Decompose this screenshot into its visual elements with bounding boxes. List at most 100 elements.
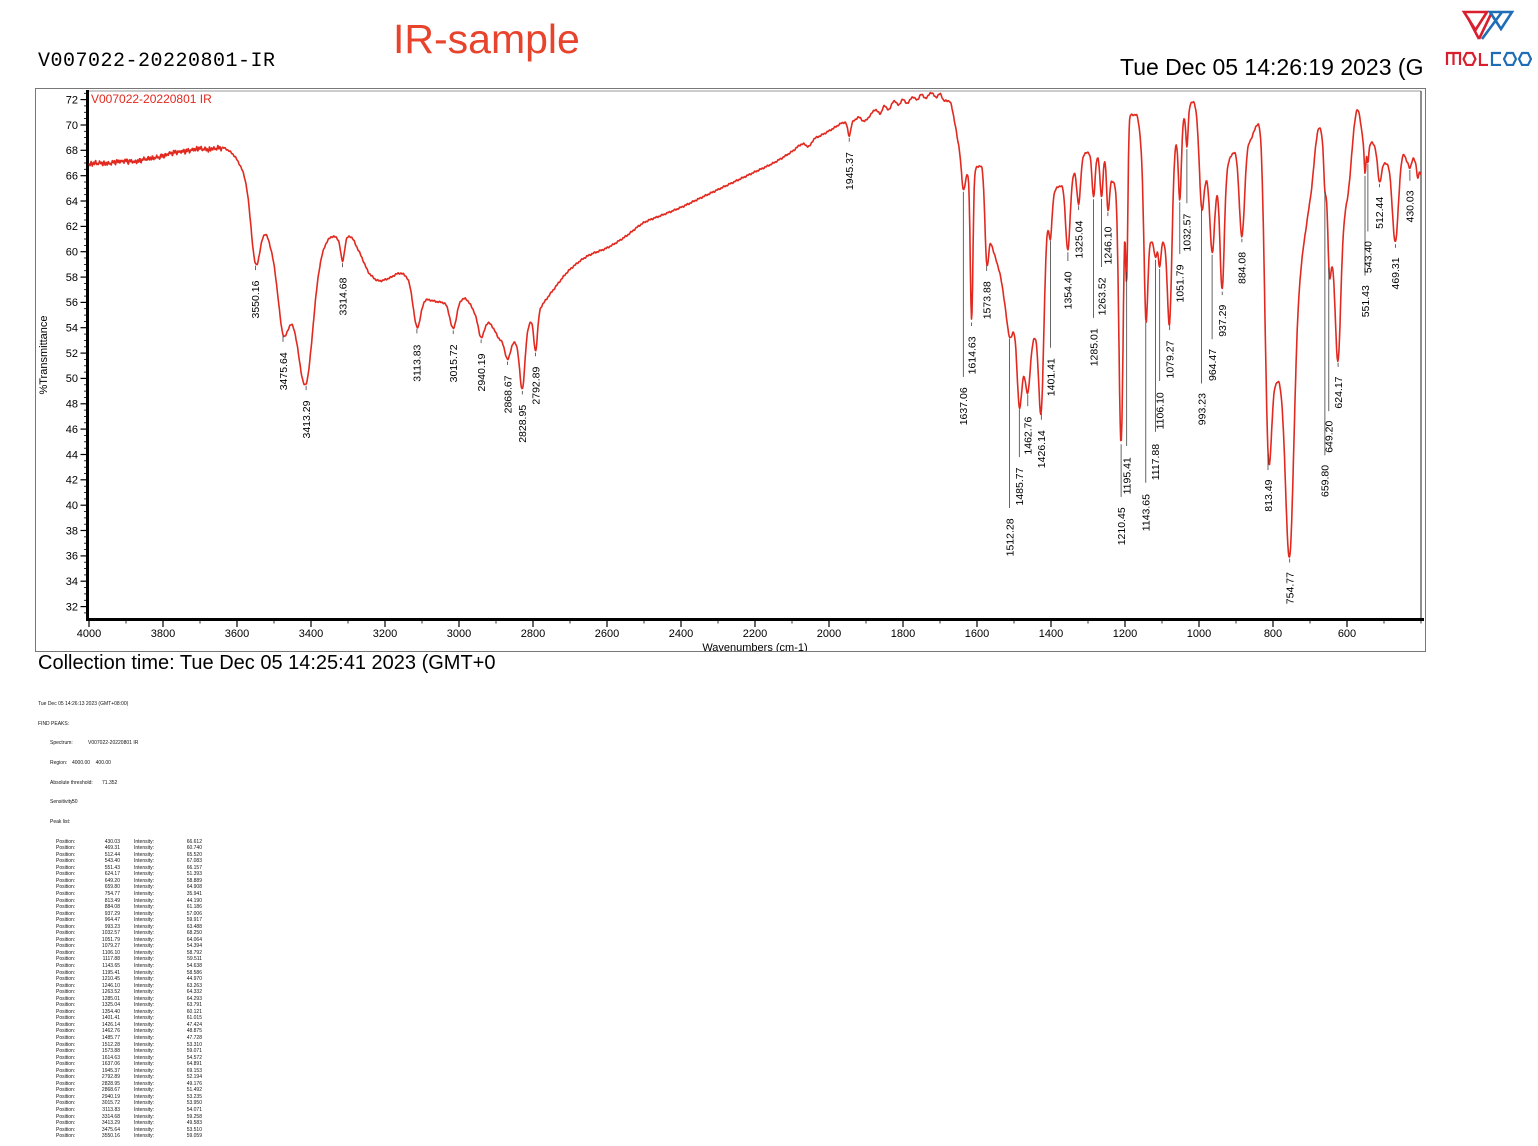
report-field: Absolute threshold: 71.352 bbox=[50, 779, 118, 786]
collection-time: Collection time: Tue Dec 05 14:25:41 202… bbox=[38, 652, 496, 674]
svg-text:32: 32 bbox=[66, 601, 78, 613]
svg-text:44: 44 bbox=[66, 449, 78, 461]
spectrum-chart[interactable]: 4000 3800 3600 3400 3200 3000 2800 2600 2400 2200… bbox=[35, 88, 1426, 654]
logo-blue-stroke bbox=[1480, 11, 1504, 40]
svg-text:2800: 2800 bbox=[521, 628, 545, 640]
report-timestamp: Tue Dec 05 14:26:13 2023 (GMT+08:00) bbox=[38, 701, 129, 708]
report-field: Spectrum: V007022-20220801 IR bbox=[50, 740, 139, 747]
svg-text:2600: 2600 bbox=[595, 628, 619, 640]
logo-blue-triangle bbox=[1487, 10, 1515, 32]
peak-labels: 430.03 469.31 512.44 543.40 551.43 624.17 649.… bbox=[250, 152, 1417, 604]
svg-text:58: 58 bbox=[66, 272, 78, 284]
peak-label: 1195.41 bbox=[1122, 457, 1134, 494]
peak-list-label: Peak list: bbox=[50, 818, 71, 825]
svg-text:68: 68 bbox=[66, 145, 78, 157]
peak-list-row: Position: 543.40 Intensity: 67.083 bbox=[56, 858, 202, 865]
peak-label: 1117.88 bbox=[1150, 444, 1162, 481]
peak-label: 1210.45 bbox=[1116, 507, 1128, 545]
peak-label: 512.44 bbox=[1374, 197, 1386, 229]
peak-label: 813.49 bbox=[1263, 479, 1275, 511]
peak-label: 964.47 bbox=[1207, 349, 1219, 381]
peak-label: 649.20 bbox=[1324, 421, 1336, 453]
report-datetime: Tue Dec 05 14:26:19 2023 (G bbox=[1120, 54, 1424, 80]
peak-list-row: Position: 1117.88 Intensity: 59.511 bbox=[56, 956, 202, 963]
svg-text:62: 62 bbox=[66, 221, 78, 233]
peak-label: 3413.29 bbox=[301, 400, 313, 438]
peak-label: 430.03 bbox=[1405, 190, 1417, 222]
spectrum-chart-svg: 4000 3800 3600 3400 3200 3000 2800 2600 2400 2200… bbox=[38, 90, 1424, 654]
svg-text:3400: 3400 bbox=[299, 628, 323, 640]
x-axis bbox=[88, 620, 1422, 627]
logo-red-v bbox=[1466, 13, 1493, 40]
peak-label: 2940.19 bbox=[476, 353, 488, 391]
report-field: Sensitivity:50 bbox=[50, 799, 78, 806]
peak-list-row: Position: 1106.10 Intensity: 58.792 bbox=[56, 949, 202, 956]
svg-text:36: 36 bbox=[66, 551, 78, 563]
peak-label: 1106.10 bbox=[1155, 392, 1167, 429]
peak-label: 3113.83 bbox=[412, 344, 424, 381]
svg-text:3000: 3000 bbox=[447, 628, 471, 640]
svg-text:38: 38 bbox=[66, 525, 78, 537]
legend: V007022-20220801 IR bbox=[91, 92, 212, 106]
svg-text:3200: 3200 bbox=[373, 628, 397, 640]
peak-label: 1354.40 bbox=[1063, 271, 1075, 309]
peak-label: 2828.95 bbox=[517, 405, 529, 443]
peak-list-row: Position: 1325.04 Intensity: 63.791 bbox=[56, 1002, 202, 1009]
peak-list-row: Position: 624.17 Intensity: 51.393 bbox=[56, 871, 202, 878]
peak-list-row: Position: 469.31 Intensity: 60.740 bbox=[56, 845, 202, 852]
peak-list-row: Position: 1512.28 Intensity: 53.310 bbox=[56, 1041, 202, 1048]
peak-label: 2868.67 bbox=[502, 375, 514, 413]
peak-list-row: Position: 993.23 Intensity: 63.488 bbox=[56, 923, 202, 930]
peak-label: 1263.52 bbox=[1096, 277, 1108, 315]
peak-label: 3475.64 bbox=[278, 352, 290, 390]
peak-list-row: Position: 813.49 Intensity: 44.190 bbox=[56, 897, 202, 904]
svg-text:72: 72 bbox=[66, 94, 78, 106]
peak-list-row: Position: 1426.14 Intensity: 47.424 bbox=[56, 1021, 202, 1028]
svg-text:50: 50 bbox=[66, 373, 78, 385]
peak-label: 1426.14 bbox=[1036, 430, 1048, 468]
peak-list-row: Position: 1263.52 Intensity: 64.332 bbox=[56, 989, 202, 996]
svg-text:54: 54 bbox=[66, 323, 78, 335]
x-axis-title: Wavenumbers (cm-1) bbox=[702, 642, 807, 651]
peak-label: 1246.10 bbox=[1103, 226, 1115, 264]
peak-label: 937.29 bbox=[1217, 305, 1229, 337]
svg-text:56: 56 bbox=[66, 297, 78, 309]
peak-label: 624.17 bbox=[1333, 376, 1345, 408]
molecoo-logo bbox=[1444, 8, 1533, 67]
spectrum-curve bbox=[88, 91, 1422, 558]
peak-label: 884.08 bbox=[1237, 252, 1249, 284]
svg-text:46: 46 bbox=[66, 424, 78, 436]
x-tick-labels: 4000 3800 3600 3400 3200 3000 2800 2600 2400 2200… bbox=[77, 628, 1356, 640]
peak-list-row: Position: 1143.65 Intensity: 54.638 bbox=[56, 962, 202, 969]
peak-list-row: Position: 551.43 Intensity: 66.157 bbox=[56, 864, 202, 871]
peak-list-row: Position: 1462.76 Intensity: 48.875 bbox=[56, 1028, 202, 1035]
x-axis-line bbox=[86, 618, 1424, 621]
peak-list-row: Position: 1210.45 Intensity: 44.970 bbox=[56, 976, 202, 983]
molecoo-logo-svg bbox=[1445, 10, 1533, 67]
peak-list-row: Position: 937.29 Intensity: 57.006 bbox=[56, 910, 202, 917]
peak-label: 3550.16 bbox=[250, 280, 262, 318]
report-heading: FIND PEAKS: bbox=[38, 720, 70, 727]
peak-list-row: Position: 1401.41 Intensity: 61.015 bbox=[56, 1015, 202, 1022]
svg-text:40: 40 bbox=[66, 500, 78, 512]
peak-label: 3314.68 bbox=[337, 277, 349, 315]
peak-list-row: Position: 754.77 Intensity: 35.941 bbox=[56, 890, 202, 897]
svg-text:3800: 3800 bbox=[151, 628, 175, 640]
peak-label: 543.40 bbox=[1363, 241, 1375, 273]
svg-text:48: 48 bbox=[66, 399, 78, 411]
svg-text:1800: 1800 bbox=[891, 628, 915, 640]
svg-text:2200: 2200 bbox=[743, 628, 767, 640]
svg-text:4000: 4000 bbox=[77, 628, 101, 640]
svg-text:600: 600 bbox=[1338, 628, 1356, 640]
y-axis-title: %Transmittance bbox=[38, 315, 50, 394]
svg-text:1400: 1400 bbox=[1039, 628, 1063, 640]
peak-list-row: Position: 1032.57 Intensity: 68.250 bbox=[56, 930, 202, 937]
peak-label: 1512.28 bbox=[1004, 518, 1016, 556]
logo-wordmark bbox=[1445, 51, 1533, 67]
svg-text:3600: 3600 bbox=[225, 628, 249, 640]
peak-list-row: Position: 649.20 Intensity: 58.889 bbox=[56, 877, 202, 884]
report-field: Region: 4000.00 400.00 bbox=[50, 760, 111, 767]
peak-list-row: Position: 1354.40 Intensity: 60.121 bbox=[56, 1008, 202, 1015]
svg-text:42: 42 bbox=[66, 475, 78, 487]
peak-list-row: Position: 3550.16 Intensity: 59.059 bbox=[56, 1133, 202, 1140]
